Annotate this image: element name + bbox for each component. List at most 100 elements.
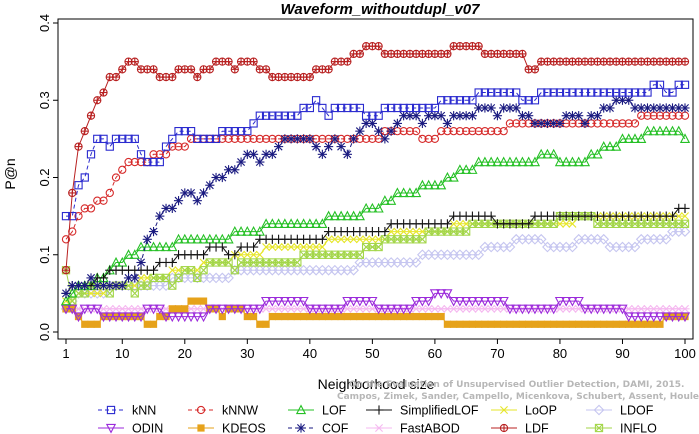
data-point-knnw xyxy=(424,134,433,144)
data-point-knnw xyxy=(86,204,96,213)
data-point-knn xyxy=(361,111,371,120)
data-point-knn xyxy=(243,127,252,136)
data-point-inflo xyxy=(174,273,183,283)
data-point-lof xyxy=(292,218,303,228)
data-point-ldf xyxy=(205,65,214,74)
data-point-lof xyxy=(642,125,653,136)
data-point-kdeos xyxy=(468,320,477,328)
data-point-inflo xyxy=(80,289,89,298)
data-point-odin xyxy=(210,304,222,315)
data-point-odin xyxy=(454,296,466,307)
data-point-inflo xyxy=(143,281,152,290)
x-axis-label: Neighborhood size xyxy=(318,376,435,392)
data-point-kdeos xyxy=(337,312,345,321)
data-point-kdeos xyxy=(568,320,577,328)
data-point-odin xyxy=(285,296,297,307)
legend-item-kdeos: KDEOS xyxy=(188,422,266,434)
plot-area xyxy=(60,42,691,328)
data-point-odin xyxy=(367,296,378,307)
data-point-odin xyxy=(361,296,372,307)
data-point-ldf xyxy=(324,65,333,74)
legend-label: KDEOS xyxy=(222,422,266,434)
data-point-ldf xyxy=(118,65,127,74)
data-point-ldf xyxy=(99,88,108,97)
y-tick-label: 0.3 xyxy=(37,91,52,109)
data-point-loop xyxy=(299,243,308,252)
data-point-cof xyxy=(267,149,277,159)
data-point-knn xyxy=(118,134,127,144)
data-point-knnw xyxy=(474,126,483,136)
data-point-odin xyxy=(354,296,365,307)
data-point-knn xyxy=(380,103,390,113)
data-point-knn xyxy=(155,157,164,167)
data-point-odin xyxy=(329,304,340,315)
legend-marker-ldf xyxy=(499,423,509,433)
legend-marker-ldof xyxy=(593,404,605,416)
data-point-ldof xyxy=(473,249,485,261)
series-line-inflo xyxy=(65,215,685,303)
data-point-kdeos xyxy=(243,312,251,321)
data-point-lof xyxy=(423,179,434,190)
data-point-lof xyxy=(223,233,234,244)
data-point-loop xyxy=(274,243,283,252)
data-point-lof xyxy=(411,187,422,198)
data-point-cof xyxy=(674,103,684,113)
data-point-odin xyxy=(217,304,228,315)
data-point-kdeos xyxy=(518,320,527,328)
legend-label: LOF xyxy=(322,404,347,418)
data-point-kdeos xyxy=(262,320,270,328)
data-point-ldf xyxy=(355,49,365,59)
data-point-kdeos xyxy=(274,312,283,321)
data-point-lof xyxy=(154,241,165,252)
legend-item-inflo: INFLO xyxy=(586,422,657,434)
data-point-knn xyxy=(555,88,565,97)
data-point-knn xyxy=(180,127,189,136)
data-point-odin xyxy=(404,304,415,315)
data-point-knn xyxy=(399,103,408,113)
data-point-odin xyxy=(436,289,447,299)
data-point-lof xyxy=(361,202,372,213)
data-point-knn xyxy=(537,88,546,97)
data-point-kdeos xyxy=(393,312,401,321)
data-point-cof xyxy=(61,288,71,298)
data-point-knn xyxy=(443,96,452,105)
data-point-loop xyxy=(393,227,402,236)
legend-marker-loop xyxy=(500,406,508,414)
data-point-kdeos xyxy=(293,312,301,321)
data-point-odin xyxy=(548,304,559,315)
data-point-knn xyxy=(418,103,427,113)
data-point-knn xyxy=(93,134,102,144)
data-point-lof xyxy=(185,233,197,244)
plot-frame xyxy=(57,18,694,340)
data-point-simplifiedlof xyxy=(248,242,259,252)
data-point-lof xyxy=(248,225,259,236)
data-point-lof xyxy=(160,241,172,252)
data-point-knn xyxy=(261,111,271,120)
series-knnw xyxy=(61,111,690,244)
data-point-inflo xyxy=(355,250,365,259)
data-point-inflo xyxy=(374,242,383,252)
data-point-lof xyxy=(429,179,441,190)
data-point-cof xyxy=(580,118,590,129)
data-point-cof xyxy=(192,196,202,206)
data-point-inflo xyxy=(293,258,302,267)
data-point-ldf xyxy=(186,65,196,74)
data-point-knnw xyxy=(105,188,114,198)
data-point-kdeos xyxy=(287,312,295,321)
data-point-knn xyxy=(580,88,590,97)
data-point-kdeos xyxy=(493,320,502,328)
data-point-knnw xyxy=(468,126,477,136)
data-point-knn xyxy=(236,127,246,136)
data-point-knn xyxy=(655,80,665,89)
watermark-line-2: Campos, Zimek, Sander, Campello, Micenko… xyxy=(337,392,699,402)
series-knn xyxy=(61,80,690,221)
data-point-loop xyxy=(337,235,346,244)
data-point-lof xyxy=(611,141,622,151)
legend-item-knnw: kNNW xyxy=(188,404,258,418)
data-point-inflo xyxy=(199,266,208,275)
data-point-ldf xyxy=(474,42,483,51)
data-point-knn xyxy=(174,127,183,136)
data-point-ldf xyxy=(530,65,540,74)
data-point-lof xyxy=(229,225,240,236)
